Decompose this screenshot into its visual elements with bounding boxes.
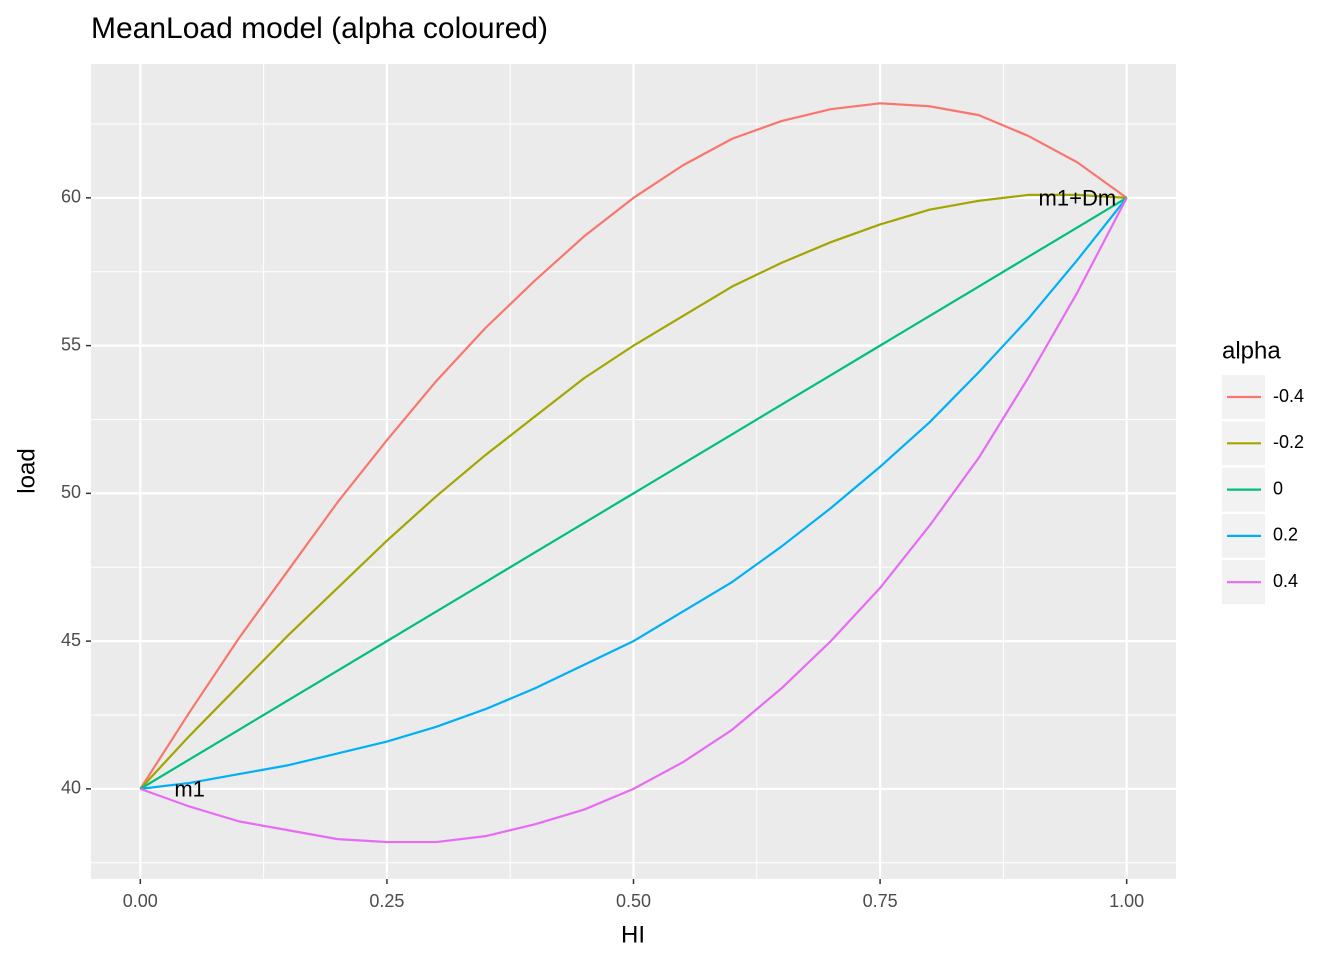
y-tick-label: 60 (61, 187, 81, 207)
x-tick-label: 0.25 (369, 891, 404, 911)
legend-label: 0.2 (1273, 525, 1298, 545)
y-axis-title: load (13, 448, 40, 493)
x-tick-label: 1.00 (1109, 891, 1144, 911)
annotation: m1 (174, 777, 205, 802)
y-tick-label: 40 (61, 778, 81, 798)
x-axis-title: HI (621, 921, 645, 948)
chart-title: MeanLoad model (alpha coloured) (91, 12, 548, 45)
series-line (139, 197, 1128, 844)
legend-title: alpha (1222, 337, 1281, 364)
y-tick-label: 55 (61, 334, 81, 354)
y-tick-label: 45 (61, 630, 81, 650)
series-line (139, 196, 1128, 790)
series-line (139, 102, 1128, 790)
x-tick-label: 0.75 (863, 891, 898, 911)
legend-label: 0.4 (1273, 571, 1298, 591)
legend-label: -0.4 (1273, 386, 1304, 406)
x-tick-label: 0.50 (616, 891, 651, 911)
series-line (139, 193, 1127, 790)
y-tick-label: 50 (61, 482, 81, 502)
x-tick-label: 0.00 (123, 891, 158, 911)
legend-label: 0 (1273, 478, 1283, 498)
series-line (140, 197, 1128, 790)
legend-label: -0.2 (1273, 432, 1304, 452)
annotation: m1+Dm (1039, 186, 1117, 211)
